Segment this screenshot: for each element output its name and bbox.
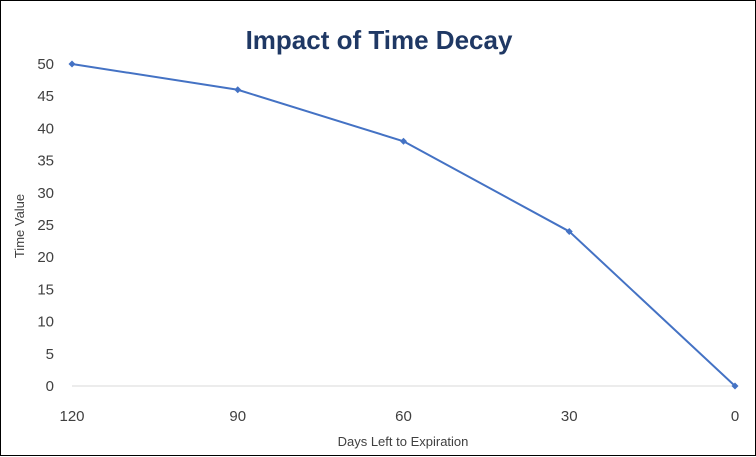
chart-title: Impact of Time Decay [246,25,513,55]
y-tick-label: 10 [37,314,54,331]
y-tick-label: 40 [37,120,54,137]
x-tick-label: 0 [731,408,739,425]
x-tick-label: 60 [395,408,412,425]
data-point-marker [731,382,739,390]
y-tick-label: 15 [37,281,54,298]
y-tick-label: 45 [37,88,54,105]
y-tick-label: 25 [37,217,54,234]
y-tick-label: 20 [37,249,54,266]
y-tick-label: 30 [37,185,54,202]
y-tick-label: 5 [46,346,54,363]
y-tick-label: 35 [37,153,54,170]
data-point-marker [565,227,573,235]
y-tick-label: 0 [46,378,54,395]
y-tick-label: 50 [37,56,54,73]
y-axis-label: Time Value [12,194,27,258]
data-point-marker [400,137,407,145]
series-group [68,60,739,390]
x-tick-label: 90 [229,408,246,425]
x-tick-label: 30 [561,408,578,425]
series-line [71,63,736,387]
data-point-marker [234,86,242,94]
x-axis-label: Days Left to Expiration [338,434,469,449]
x-tick-label: 120 [59,408,84,425]
data-point-marker [68,60,76,68]
y-tick-labels: 0 5 10 15 20 25 30 35 40 45 50 [37,56,54,395]
x-tick-labels: 120 90 60 30 0 [59,408,739,425]
